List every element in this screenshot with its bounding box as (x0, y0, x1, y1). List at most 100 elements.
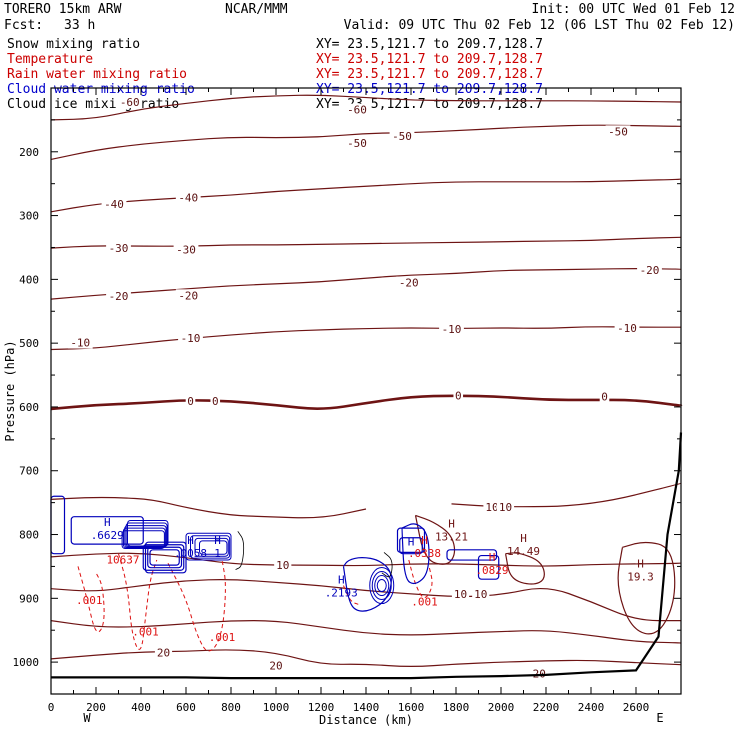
x-tick-label: 2600 (623, 701, 650, 714)
temperature-label: -60 (120, 96, 140, 109)
temperature-contour-line (50, 649, 682, 667)
temperature-label-bg (637, 263, 662, 276)
temperature-label-bg (439, 323, 464, 336)
y-tick-label: 200 (19, 146, 39, 159)
y-tick-label: 500 (19, 337, 39, 350)
x-tick-label: 800 (221, 701, 241, 714)
y-tick-label: 800 (19, 529, 39, 542)
temperature-label: 0 (212, 395, 219, 408)
maximum-value: .001 (209, 631, 236, 644)
cloud-water-contour (374, 575, 390, 597)
legend-xy: XY= 23.5,121.7 to 209.7,128.7 (316, 67, 543, 82)
temperature-contour-line (50, 178, 682, 213)
x-tick-label: 2400 (578, 701, 605, 714)
temperature-label: 0 (601, 391, 608, 404)
temperature-label-bg (389, 129, 415, 142)
temperature-label-bg (344, 103, 370, 116)
maximum-marker: H (448, 517, 455, 530)
valid-time: Valid: 09 UTC Thu 02 Feb 12 (06 LST Thu … (344, 18, 735, 33)
temperature-label-bg (614, 321, 640, 334)
y-tick-label: 400 (19, 273, 39, 286)
temperature-label-bg (599, 390, 610, 403)
x-tick-label: 1800 (443, 701, 470, 714)
temperature-closed-contour (504, 552, 545, 585)
maximum-value: 13.21 (435, 530, 468, 543)
x-tick-label: 200 (86, 701, 106, 714)
temperature-contour-line (50, 619, 682, 644)
maximum-value: .0829 (475, 564, 508, 577)
temperature-contour-line (50, 326, 681, 351)
temperature-label-bg (483, 501, 501, 514)
x-tick-label: 1600 (398, 701, 425, 714)
east-label: E (656, 711, 663, 725)
maximum-value: .001 (411, 595, 438, 608)
x-axis-title: Distance (km) (319, 713, 413, 727)
cloud-water-contour (477, 554, 500, 580)
temperature-contour-line (50, 124, 682, 160)
temperature-label-bg (530, 667, 548, 680)
temperature-label: 20 (157, 647, 170, 660)
rain-contour-line (77, 566, 105, 633)
legend-label: Cloud water mixing ratio (7, 82, 195, 97)
maximum-value: 14.49 (507, 545, 540, 558)
model-title: TORERO 15km ARW (4, 2, 122, 17)
temperature-label: -50 (347, 137, 367, 150)
cloud-water-contour (185, 532, 232, 561)
legend-label: Cloud ice mixing ratio (7, 97, 179, 112)
rain-contour-line (343, 585, 360, 606)
x-tick-label: 0 (48, 701, 55, 714)
temperature-label-bg (106, 242, 131, 255)
temperature-label: 10 (485, 501, 498, 514)
legend-label: Rain water mixing ratio (7, 67, 187, 82)
temperature-label: -40 (178, 192, 198, 205)
maximum-marker: H (421, 534, 428, 547)
x-tick-label: 1400 (353, 701, 380, 714)
init-time: Init: 00 UTC Wed 01 Feb 12 (532, 2, 736, 17)
x-tick-label: 1200 (308, 701, 335, 714)
maximum-marker: H (187, 534, 194, 547)
temperature-label-bg (472, 587, 490, 600)
maximum-value: 1 (214, 547, 221, 560)
cloud-water-contour (50, 495, 66, 555)
terrain-line (51, 432, 683, 680)
temperature-label: 0 (455, 389, 462, 402)
plot-frame (50, 87, 682, 695)
cloud-water-contour (446, 549, 498, 561)
temperature-contour-line (50, 579, 681, 622)
maximum-value: 19.3 (627, 571, 654, 584)
temperature-label-bg (344, 136, 370, 149)
cloud-water-contour (376, 579, 387, 593)
temperature-closed-contour (617, 541, 676, 635)
temperature-label: -30 (109, 242, 129, 255)
maximum-value: .001 (76, 594, 103, 607)
maximum-value: .6629 (91, 529, 124, 542)
y-tick-label: 600 (19, 401, 39, 414)
cloud-water-contour (369, 567, 395, 605)
temperature-label-bg (106, 289, 131, 302)
maximum-value: 10637 (106, 553, 139, 566)
temperature-label: -10 (442, 323, 462, 336)
maximum-marker: H (104, 516, 111, 529)
legend: Snow mixing ratio XY= 23.5,121.7 to 209.7… (7, 37, 543, 112)
cloud-water-contour (401, 523, 430, 585)
temperature-label-bg (175, 191, 201, 204)
temperature-closed-contour (414, 514, 456, 565)
temperature-contour-line (50, 552, 682, 567)
temperature-label-bg (274, 559, 292, 572)
temperature-label: -10 (181, 332, 201, 345)
temperature-label: 0 (187, 395, 194, 408)
temperature-label-bg (178, 332, 203, 345)
legend-label: Temperature (7, 52, 93, 67)
temperature-label-bg (496, 501, 515, 514)
temperature-label: -50 (392, 130, 412, 143)
temperature-label-bg (173, 243, 199, 256)
temperature-label: 10 (499, 501, 512, 514)
x-tick-label: 1000 (263, 701, 290, 714)
legend-xy: XY= 23.5,121.7 to 209.7,128.7 (316, 37, 543, 52)
temperature-label: -60 (347, 104, 367, 117)
plot-area: -60 -60 -50 -50 -50 -40 -40 -30 -30 -20 -20 -20 -20 -… (3, 87, 683, 727)
cloud-water-contour (125, 522, 168, 548)
maximum-marker: H (408, 535, 415, 548)
rain-contour-line (118, 553, 158, 650)
